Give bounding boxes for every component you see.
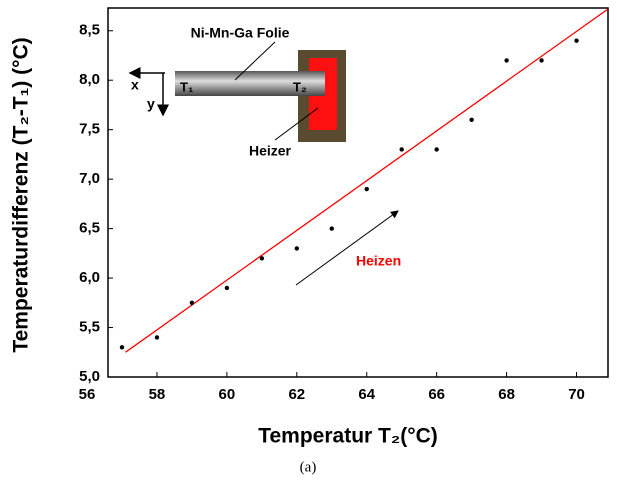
x-label: x bbox=[131, 77, 139, 93]
heating-label: Heizen bbox=[356, 253, 401, 269]
point bbox=[574, 38, 579, 43]
x-tick-label: 64 bbox=[358, 386, 375, 403]
y-tick-label: 7,0 bbox=[79, 170, 100, 187]
fit-line bbox=[125, 8, 609, 353]
y-axis-label: Temperaturdifferenz (T₂-T₁) (°C) bbox=[10, 37, 33, 352]
point bbox=[399, 147, 404, 152]
point bbox=[154, 335, 160, 340]
x-tick-label: 62 bbox=[288, 386, 305, 403]
x-tick-label: 56 bbox=[79, 386, 96, 403]
point bbox=[259, 256, 265, 261]
t1-label: T₁ bbox=[180, 79, 193, 94]
x-tick-label: 68 bbox=[498, 386, 515, 403]
point bbox=[329, 226, 334, 231]
point bbox=[224, 285, 230, 291]
x-tick-label: 60 bbox=[219, 386, 236, 403]
x-axis-label: Temperatur T₂(°C) bbox=[258, 425, 438, 448]
point bbox=[504, 58, 509, 63]
x-tick-label: 70 bbox=[568, 386, 585, 403]
point bbox=[539, 58, 544, 63]
point bbox=[364, 186, 369, 192]
y-tick-label: 5,5 bbox=[79, 319, 100, 336]
point bbox=[294, 246, 300, 251]
foil-label: Ni-Mn-Ga Folie bbox=[191, 25, 290, 41]
caption: (a) bbox=[300, 459, 317, 475]
y-tick-label: 5,0 bbox=[79, 368, 100, 385]
y-tick-label: 6,0 bbox=[79, 269, 100, 286]
x-tick-label: 66 bbox=[428, 386, 445, 403]
foil-end bbox=[292, 71, 325, 96]
t2-label: T₂ bbox=[293, 79, 307, 94]
y-label: y bbox=[147, 96, 155, 112]
plot-frame bbox=[107, 7, 609, 378]
heater-label: Heizer bbox=[249, 143, 292, 159]
trend-arrow bbox=[295, 210, 399, 286]
inset: Ni-Mn-Ga Folie T₁ T₂ Heizer x y bbox=[128, 25, 346, 159]
point bbox=[469, 117, 474, 122]
y-tick-label: 8,0 bbox=[79, 71, 100, 88]
y-tick-label: 6,5 bbox=[79, 220, 100, 237]
point bbox=[434, 147, 439, 152]
leader bbox=[274, 107, 319, 141]
y-tick-label: 8,5 bbox=[79, 22, 100, 39]
point bbox=[189, 300, 195, 306]
leader bbox=[234, 41, 276, 81]
point bbox=[119, 345, 125, 350]
x-tick-label: 58 bbox=[149, 386, 166, 403]
y-tick-label: 7,5 bbox=[79, 121, 100, 138]
